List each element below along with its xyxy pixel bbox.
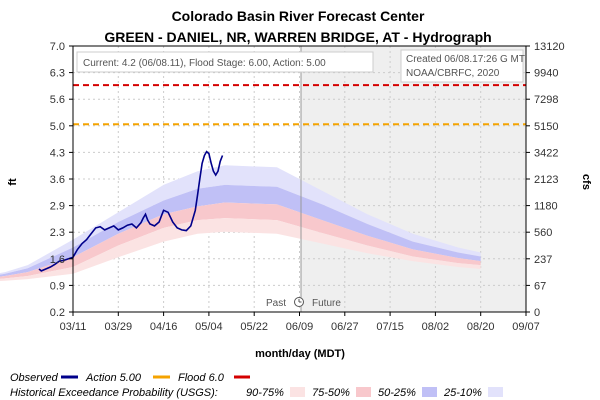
- created-text: Created 06/08.17:26 G MT: [406, 54, 525, 65]
- y-tick-label-left: 6.3: [50, 68, 65, 80]
- legend-band-25-10-swatch: [488, 387, 503, 397]
- past-label: Past: [266, 298, 286, 309]
- legend-band-50-25-label: 50-25%: [378, 387, 416, 399]
- x-tick-label: 06/09: [286, 321, 314, 333]
- y-tick-label-right: 3422: [534, 147, 558, 159]
- y-axis-title-left: ft: [7, 178, 19, 186]
- legend-band-90-75-label: 90-75%: [246, 387, 284, 399]
- legend: Observed Action 5.00 Flood 6.0 Historica…: [10, 372, 503, 399]
- y-tick-label-right: 13120: [534, 41, 565, 53]
- legend-band-25-10-label: 25-10%: [443, 387, 482, 399]
- x-tick-label: 05/04: [195, 321, 223, 333]
- x-tick-label: 09/07: [512, 321, 540, 333]
- x-tick-label: 04/16: [150, 321, 178, 333]
- y-tick-label-left: 2.3: [50, 227, 65, 239]
- chart-subtitle: GREEN - DANIEL, NR, WARREN BRIDGE, AT - …: [104, 29, 491, 45]
- y-tick-label-left: 4.3: [50, 147, 65, 159]
- legend-exceedance-title: Historical Exceedance Probability (USGS)…: [10, 387, 218, 399]
- x-tick-label: 08/02: [422, 321, 450, 333]
- y-tick-label-right: 560: [534, 227, 552, 239]
- y-tick-label-right: 1180: [534, 201, 558, 213]
- x-axis-title: month/day (MDT): [255, 348, 345, 360]
- legend-band-50-25-swatch: [422, 387, 437, 397]
- y-tick-label-left: 5.0: [50, 121, 65, 133]
- y-tick-label-left: 2.9: [50, 201, 65, 213]
- x-tick-label: 06/27: [331, 321, 359, 333]
- band-90-75: [0, 218, 481, 282]
- x-tick-label: 03/11: [60, 321, 87, 333]
- y-tick-label-right: 5150: [534, 121, 558, 133]
- y-tick-label-right: 0: [534, 307, 540, 319]
- band-50-25: [0, 184, 481, 277]
- y-tick-label-left: 0.2: [50, 307, 65, 319]
- axis-layer: 0.2 0.9 1.6 2.3 2.9 3.6 4.3 5.0 5.6 6.3 7.0 0 67 237 5…: [50, 41, 565, 333]
- legend-observed-label: Observed: [10, 372, 59, 384]
- x-tick-label: 05/22: [240, 321, 268, 333]
- clock-icon: [294, 297, 304, 307]
- observed-series-line: [38, 150, 224, 272]
- current-info-text: Current: 4.2 (06/08.11), Flood Stage: 6.…: [83, 58, 326, 69]
- future-label: Future: [312, 298, 341, 309]
- y-tick-label-left: 0.9: [50, 280, 65, 292]
- credit-text: NOAA/CBRFC, 2020: [406, 68, 500, 79]
- created-info-box: [400, 49, 524, 83]
- y-axis-title-right: cfs: [580, 174, 592, 190]
- y-tick-label-left: 3.6: [50, 174, 65, 186]
- x-tick-label: 08/20: [467, 321, 495, 333]
- x-tick-label: 07/15: [376, 321, 404, 333]
- current-info-box: [76, 51, 374, 73]
- y-tick-label-right: 67: [534, 280, 546, 292]
- y-tick-label-right: 7298: [534, 94, 558, 106]
- y-tick-label-left: 7.0: [50, 41, 65, 53]
- band-75-50: [0, 202, 481, 279]
- y-tick-label-right: 9940: [534, 68, 558, 80]
- legend-action-label: Action 5.00: [85, 372, 142, 384]
- legend-band-90-75-swatch: [290, 387, 305, 397]
- y-tick-label-left: 1.6: [50, 254, 65, 266]
- legend-band-75-50-swatch: [356, 387, 371, 397]
- y-tick-label-right: 237: [534, 254, 552, 266]
- legend-band-75-50-label: 75-50%: [312, 387, 350, 399]
- x-tick-label: 03/29: [105, 321, 133, 333]
- exceedance-bands: [0, 165, 481, 282]
- y-tick-label-right: 2123: [534, 174, 558, 186]
- chart-title: Colorado Basin River Forecast Center: [172, 8, 425, 24]
- legend-flood-label: Flood 6.0: [178, 372, 225, 384]
- y-tick-label-left: 5.6: [50, 94, 65, 106]
